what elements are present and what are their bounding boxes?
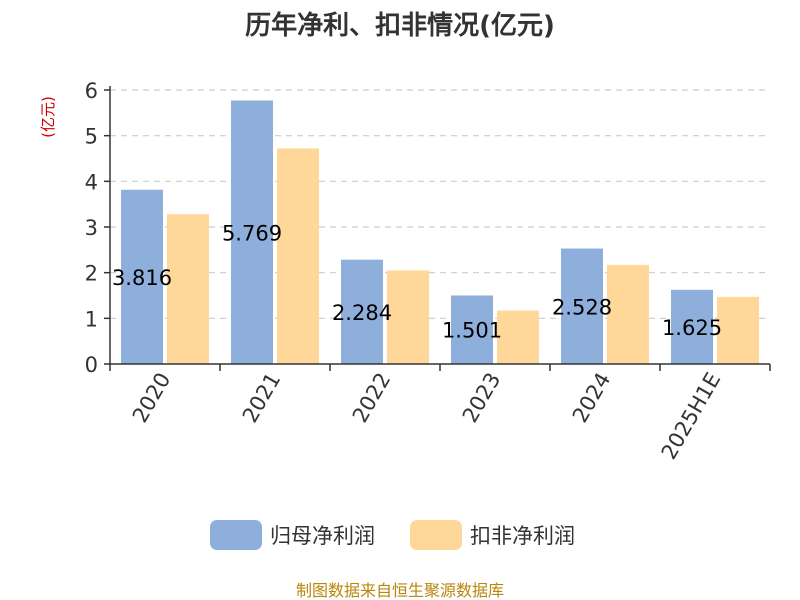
legend: 归母净利润 扣非净利润 xyxy=(210,520,575,550)
data-label: 2.528 xyxy=(552,295,612,319)
x-tick-label: 2020 xyxy=(128,369,176,427)
bar-deducted-net-profit-2021 xyxy=(277,148,319,364)
data-label: 1.501 xyxy=(442,319,502,343)
y-axis-unit-label: (亿元) xyxy=(39,96,57,138)
bar-net-profit-2023 xyxy=(451,295,493,364)
source-note: 制图数据来自恒生聚源数据库 xyxy=(296,581,504,600)
bar-net-profit-2020 xyxy=(121,189,163,364)
y-tick-label: 6 xyxy=(85,79,98,103)
y-tick-label: 4 xyxy=(85,170,98,194)
legend-label: 扣非净利润 xyxy=(470,524,575,548)
bar-net-profit-2022 xyxy=(341,259,383,364)
data-label: 1.625 xyxy=(662,316,722,340)
bar-deducted-net-profit-2020 xyxy=(167,214,209,364)
bar-net-profit-2025H1E xyxy=(671,289,713,364)
legend-swatch xyxy=(410,520,462,550)
y-tick-label: 0 xyxy=(85,353,98,377)
data-label: 2.284 xyxy=(332,301,392,325)
bar-net-profit-2021 xyxy=(231,100,273,364)
bar-deducted-net-profit-2025H1E xyxy=(717,296,759,364)
x-tick-label: 2023 xyxy=(458,369,506,427)
data-labels: 3.816 5.769 2.284 1.501 2.528 1.625 xyxy=(112,221,722,342)
data-label: 3.816 xyxy=(112,266,172,290)
x-tick-label: 2021 xyxy=(238,369,286,427)
data-label: 5.769 xyxy=(222,221,282,245)
gridlines xyxy=(110,89,770,319)
chart-title: 历年净利、扣非情况(亿元) xyxy=(245,10,555,41)
y-tick-label: 5 xyxy=(85,125,98,149)
x-tick-label: 2024 xyxy=(568,369,616,427)
bar-deducted-net-profit-2023 xyxy=(497,310,539,364)
y-tick-label: 3 xyxy=(85,216,98,240)
y-tick-label: 1 xyxy=(85,307,98,331)
legend-swatch xyxy=(210,520,262,550)
y-tick-label: 2 xyxy=(85,262,98,286)
bar-net-profit-2024 xyxy=(561,248,603,364)
legend-label: 归母净利润 xyxy=(270,524,375,548)
bar-deducted-net-profit-2024 xyxy=(607,264,649,364)
bars xyxy=(121,100,759,364)
x-tick-label: 2022 xyxy=(348,369,396,427)
bar-deducted-net-profit-2022 xyxy=(387,270,429,364)
x-tick-label: 2025H1E xyxy=(657,369,726,464)
